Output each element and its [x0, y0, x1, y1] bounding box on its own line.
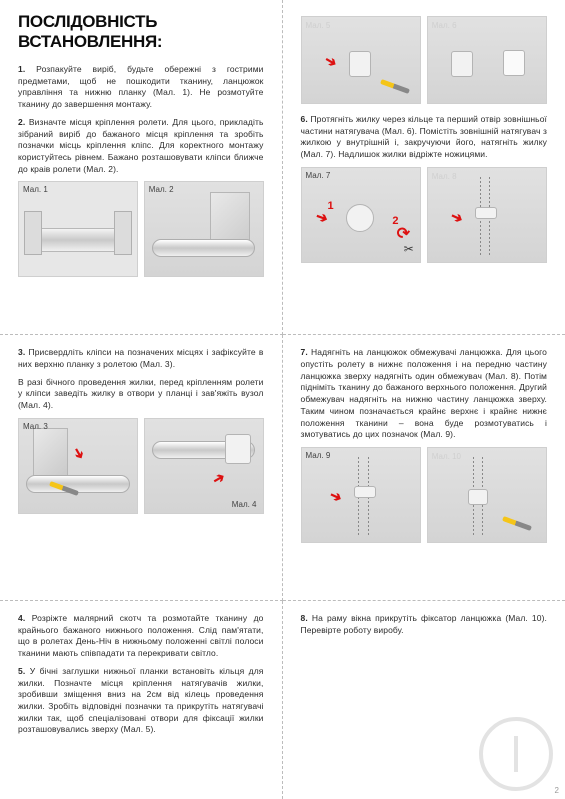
step-3b: В разі бічного проведення жилки, перед к… — [18, 377, 264, 412]
cell-1: ПОСЛІДОВНІСТЬ ВСТАНОВЛЕННЯ: 1. Розпакуйт… — [0, 0, 283, 335]
fig-mal-10: Мал. 10 — [427, 447, 547, 543]
fig-label: Мал. 7 — [306, 171, 331, 180]
step-8: 8. На раму вікна прикрутіть фіксатор лан… — [301, 613, 548, 636]
cell-3: 3. Присвердліть кліпси на позначених міс… — [0, 335, 283, 601]
fig-label: Мал. 6 — [432, 21, 457, 30]
fig-mal-1: Мал. 1 — [18, 181, 138, 277]
fig-label: Мал. 9 — [306, 451, 331, 460]
fig-row-4: Мал. 9 ➔ Мал. 10 — [301, 447, 548, 543]
step-1: 1. Розпакуйте виріб, будьте обережні з г… — [18, 64, 264, 111]
step-4: 4. Розріжте малярний скотч та розмотайте… — [18, 613, 264, 660]
cell-4: 7. Надягніть на ланцюжок обмежувачі ланц… — [283, 335, 565, 601]
fig-label: Мал. 8 — [432, 172, 457, 181]
fig-mal-4: Мал. 4 ➔ — [144, 418, 264, 514]
page-title: ПОСЛІДОВНІСТЬ ВСТАНОВЛЕННЯ: — [18, 12, 264, 52]
watermark-icon — [479, 717, 553, 791]
instruction-page: ПОСЛІДОВНІСТЬ ВСТАНОВЛЕННЯ: 1. Розпакуйт… — [0, 0, 565, 799]
fig-mal-3: Мал. 3 ➔ — [18, 418, 138, 514]
fig-row-bottom: Мал. 7 1 2 ➔ ↻ ✂ Мал. 8 ➔ — [301, 167, 548, 263]
fig-mal-9: Мал. 9 ➔ — [301, 447, 421, 543]
scissors-icon: ✂ — [404, 242, 414, 256]
step-3: 3. Присвердліть кліпси на позначених міс… — [18, 347, 264, 370]
page-number: 2 — [555, 786, 559, 795]
cell-5: 4. Розріжте малярний скотч та розмотайте… — [0, 601, 283, 799]
fig-label: Мал. 3 — [23, 422, 48, 431]
fig-row-1: Мал. 1 Мал. 2 ~5см — [18, 181, 264, 277]
fig-mal-7: Мал. 7 1 2 ➔ ↻ ✂ — [301, 167, 421, 263]
fig-label: Мал. 4 — [232, 500, 257, 509]
fig-mal-5: Мал. 5 ➔ — [301, 16, 421, 104]
fig-row-3: Мал. 3 ➔ Мал. 4 ➔ — [18, 418, 264, 514]
cell-6: 8. На раму вікна прикрутіть фіксатор лан… — [283, 601, 565, 799]
fig-label: Мал. 5 — [306, 21, 331, 30]
step-7: 7. Надягніть на ланцюжок обмежувачі ланц… — [301, 347, 548, 441]
step-6: 6. Протягніть жилку через кільце та перш… — [301, 114, 548, 161]
fig-label: Мал. 2 — [149, 185, 174, 194]
step-2: 2. Визначте місця кріплення ролети. Для … — [18, 117, 264, 176]
fig-mal-6: Мал. 6 — [427, 16, 547, 104]
fig-label: Мал. 10 — [432, 452, 461, 461]
fig-row-top: Мал. 5 ➔ Мал. 6 — [301, 16, 548, 104]
step-5: 5. У бічні заглушки нижньої планки встан… — [18, 666, 264, 736]
fig-label: Мал. 1 — [23, 185, 48, 194]
cell-2: Мал. 5 ➔ Мал. 6 6. Протягніть жилку чере… — [283, 0, 565, 335]
fig-mal-2: Мал. 2 ~5см — [144, 181, 264, 277]
fig-mal-8: Мал. 8 ➔ — [427, 167, 547, 263]
